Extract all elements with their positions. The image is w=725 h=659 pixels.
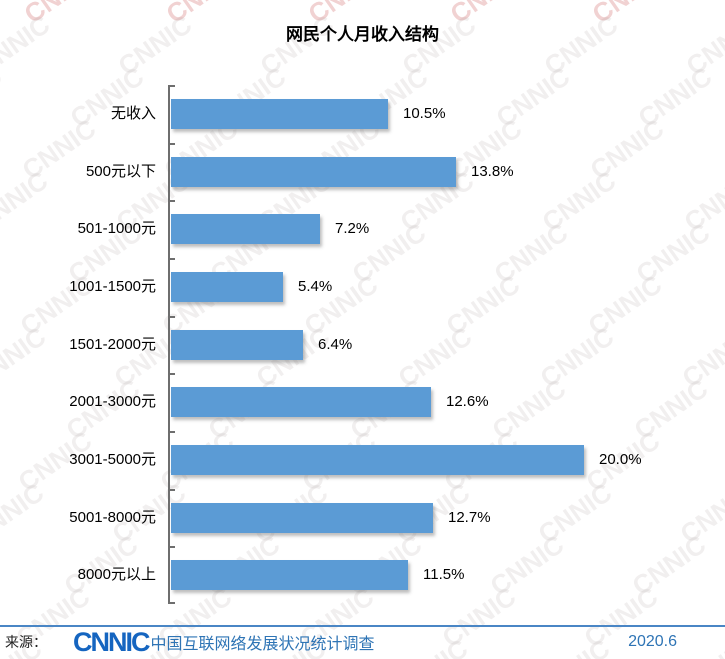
bar bbox=[171, 156, 456, 187]
axis-tick bbox=[168, 85, 175, 87]
value-label: 5.4% bbox=[298, 278, 333, 295]
value-label: 6.4% bbox=[318, 335, 353, 353]
chart-row: 1501-2000元 6.4% bbox=[0, 316, 725, 374]
category-label: 3001-5000元 bbox=[69, 451, 156, 468]
bar bbox=[171, 387, 431, 418]
chart-row: 8000元以上 11.5% bbox=[0, 546, 725, 604]
survey-name: 中国互联网络发展状况统计调查 bbox=[150, 636, 375, 653]
axis-tick bbox=[168, 602, 175, 604]
axis-tick bbox=[168, 143, 175, 145]
axis-tick bbox=[168, 200, 175, 202]
footer-date: 2020.6 bbox=[628, 633, 677, 650]
value-label: 10.5% bbox=[403, 105, 446, 122]
axis-tick bbox=[168, 546, 175, 548]
value-label: 12.7% bbox=[448, 508, 491, 526]
bar bbox=[171, 272, 283, 302]
bar-chart: 无收入 10.5% 500元以下 13.8% 501-1000元 7.2% 1001-150… bbox=[0, 85, 725, 605]
category-label: 1501-2000元 bbox=[69, 335, 156, 353]
chart-row: 3001-5000元 20.0% bbox=[0, 431, 725, 489]
value-label: 12.6% bbox=[446, 393, 489, 411]
footer: 来源： CNNIC 中国互联网络发展状况统计调查 2020.6 bbox=[0, 625, 725, 659]
chart-title: 网民个人月收入结构 bbox=[286, 25, 439, 44]
category-label: 无收入 bbox=[110, 105, 156, 122]
category-label: 1001-1500元 bbox=[69, 278, 156, 295]
chart-row: 501-1000元 7.2% bbox=[0, 200, 725, 258]
cnnic-logo: CNNIC bbox=[73, 626, 150, 657]
footer-divider-line bbox=[0, 625, 725, 627]
bar bbox=[171, 560, 408, 591]
chart-row: 2001-3000元 12.6% bbox=[0, 373, 725, 431]
category-label: 8000元以上 bbox=[77, 566, 156, 584]
source-label: 来源： bbox=[5, 634, 47, 650]
value-label: 11.5% bbox=[423, 566, 465, 584]
bar bbox=[171, 329, 303, 360]
category-label: 500元以下 bbox=[85, 162, 156, 180]
category-label: 2001-3000元 bbox=[69, 393, 156, 411]
bar bbox=[171, 99, 388, 129]
value-label: 13.8% bbox=[471, 162, 514, 180]
category-label: 5001-8000元 bbox=[69, 508, 156, 526]
chart-row: 500元以下 13.8% bbox=[0, 143, 725, 201]
value-label: 7.2% bbox=[335, 220, 370, 238]
y-axis-line bbox=[168, 85, 170, 604]
chart-row: 无收入 10.5% bbox=[0, 85, 725, 143]
value-label: 20.0% bbox=[599, 451, 642, 468]
axis-tick bbox=[168, 431, 175, 433]
bar bbox=[171, 502, 433, 533]
axis-tick bbox=[168, 489, 175, 491]
bar bbox=[171, 445, 584, 475]
chart-row: 5001-8000元 12.7% bbox=[0, 489, 725, 547]
axis-tick bbox=[168, 373, 175, 375]
chart-row: 1001-1500元 5.4% bbox=[0, 258, 725, 316]
bar bbox=[171, 214, 320, 245]
category-label: 501-1000元 bbox=[77, 220, 156, 238]
axis-tick bbox=[168, 316, 175, 318]
axis-tick bbox=[168, 258, 175, 260]
